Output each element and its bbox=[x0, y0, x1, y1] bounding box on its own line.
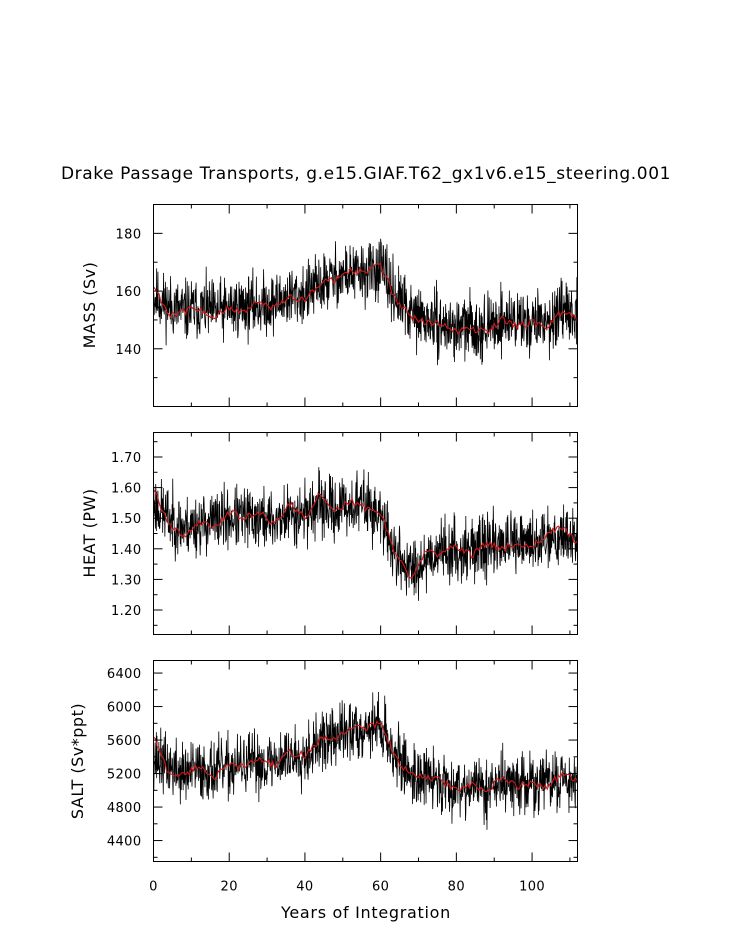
xtick-label: 20 bbox=[221, 880, 238, 895]
heat-ylabel: HEAT (PW) bbox=[80, 488, 99, 577]
mass-ticks bbox=[153, 204, 578, 407]
mass-smooth-layer bbox=[153, 263, 579, 336]
heat-ytick-label: 1.70 bbox=[111, 451, 142, 466]
xtick-label: 60 bbox=[372, 880, 389, 895]
salt-series-monthly bbox=[153, 691, 578, 830]
heat-ytick-label: 1.40 bbox=[111, 543, 142, 558]
xtick-label: 80 bbox=[448, 880, 465, 895]
heat-ytick-label: 1.50 bbox=[111, 512, 142, 527]
salt-ytick-label: 5600 bbox=[107, 734, 142, 749]
mass-ytick-label: 140 bbox=[115, 343, 141, 358]
salt-panel: 4400 4800 5200 5600 6000 6400 SALT (Sv*p… bbox=[68, 660, 578, 862]
mass-ytick-label: 160 bbox=[115, 285, 141, 300]
salt-plot-frame bbox=[153, 660, 578, 862]
salt-ytick-label: 4800 bbox=[107, 801, 142, 816]
heat-raw-layer bbox=[153, 467, 578, 601]
xtick-label: 40 bbox=[296, 880, 313, 895]
mass-series-monthly bbox=[153, 238, 578, 366]
x-axis-label: Years of Integration bbox=[280, 903, 451, 922]
heat-ytick-label: 1.30 bbox=[111, 573, 142, 588]
salt-ytick-label: 5200 bbox=[107, 768, 142, 783]
heat-smooth-layer bbox=[153, 488, 578, 579]
salt-ytick-label: 4400 bbox=[107, 835, 142, 850]
mass-panel: 140 160 180 MASS (Sv) bbox=[80, 204, 579, 407]
mass-ytick-label: 180 bbox=[115, 227, 141, 242]
heat-series-annual-mean bbox=[153, 488, 578, 579]
heat-ytick-label: 1.60 bbox=[111, 482, 142, 497]
chart-title: Drake Passage Transports, g.e15.GIAF.T62… bbox=[61, 164, 671, 184]
salt-ytick-label: 6400 bbox=[107, 667, 142, 682]
heat-series-monthly bbox=[153, 467, 578, 601]
salt-series-annual-mean bbox=[153, 720, 578, 793]
mass-series-annual-mean bbox=[153, 263, 579, 336]
salt-raw-layer bbox=[153, 691, 578, 830]
mass-plot-frame bbox=[153, 204, 578, 407]
heat-panel: 1.20 1.30 1.40 1.50 1.60 1.70 HEAT (PW) bbox=[80, 432, 578, 635]
mass-raw-layer bbox=[153, 238, 578, 366]
salt-ylabel: SALT (Sv*ppt) bbox=[68, 703, 87, 819]
salt-smooth-layer bbox=[153, 720, 578, 793]
mass-ylabel: MASS (Sv) bbox=[80, 262, 99, 349]
xtick-label: 0 bbox=[149, 880, 158, 895]
salt-ytick-label: 6000 bbox=[107, 701, 142, 716]
salt-ticks bbox=[153, 660, 578, 862]
heat-ytick-label: 1.20 bbox=[111, 604, 142, 619]
xtick-label: 100 bbox=[519, 880, 545, 895]
heat-ticks bbox=[153, 432, 578, 635]
